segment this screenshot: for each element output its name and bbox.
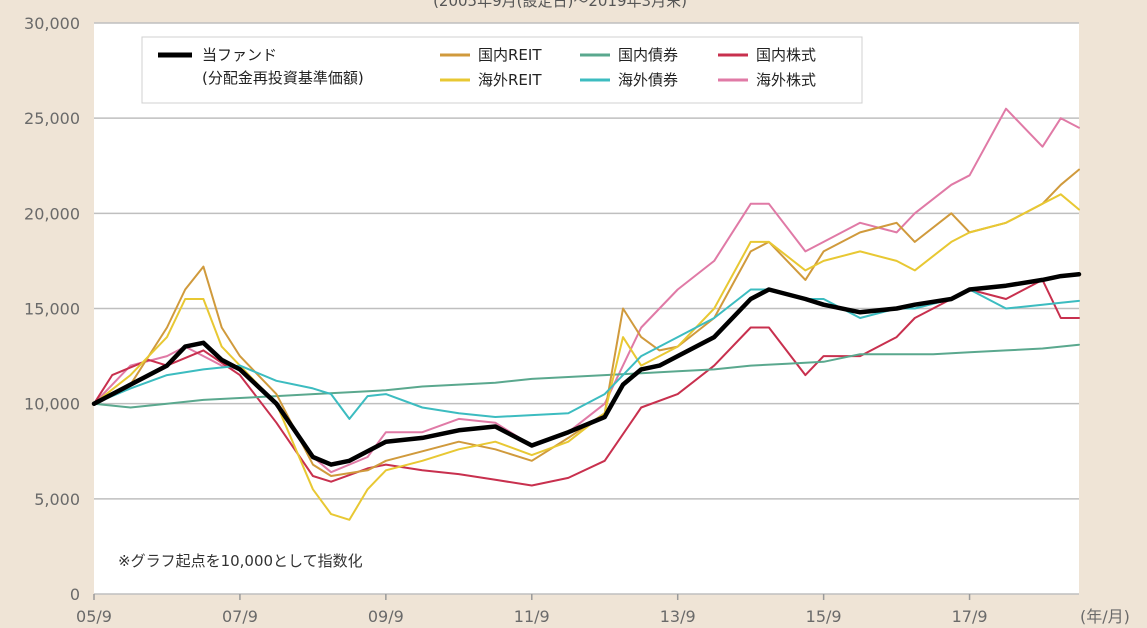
series-line [93,278,1080,487]
series-line [93,343,1080,409]
series-lines [91,107,1082,521]
x-tick-label: 11/9 [514,607,550,626]
y-tick-label: 25,000 [24,109,80,128]
chart-subtitle: (2005年9月(設定日)～2019年3月末) [433,0,687,10]
x-tick-label: 05/9 [76,607,112,626]
x-tick-label: 09/9 [368,607,404,626]
x-tick-label: 13/9 [660,607,696,626]
x-axis-unit: (年/月) [1080,607,1130,626]
legend-label: 国内REIT [478,46,542,64]
legend-label-fund-sub: (分配金再投資基準価額) [202,69,364,87]
legend-label: 海外株式 [756,71,816,89]
legend-label: 海外REIT [478,71,542,89]
y-tick-label: 0 [70,585,80,604]
y-tick-label: 5,000 [34,490,80,509]
x-tick-label: 15/9 [806,607,842,626]
y-tick-label: 30,000 [24,14,80,33]
y-axis-ticks: 0 5,000 10,000 15,000 20,000 25,000 30,000 [24,14,80,604]
x-axis-ticks: 05/9 07/9 09/9 11/9 13/9 15/9 17/9 [76,594,988,626]
chart-note: ※グラフ起点を10,000として指数化 [118,552,363,570]
legend-label: 国内株式 [756,46,816,64]
x-tick-label: 07/9 [222,607,258,626]
y-tick-label: 20,000 [24,204,80,223]
legend-label-fund: 当ファンド [202,46,277,64]
series-line [93,168,1080,477]
legend-box [141,36,863,104]
legend-label: 海外債券 [618,71,678,89]
series-line [91,271,1082,467]
y-tick-label: 15,000 [24,300,80,319]
legend-label: 国内債券 [618,46,678,64]
x-tick-label: 17/9 [952,607,988,626]
y-tick-label: 10,000 [24,395,80,414]
